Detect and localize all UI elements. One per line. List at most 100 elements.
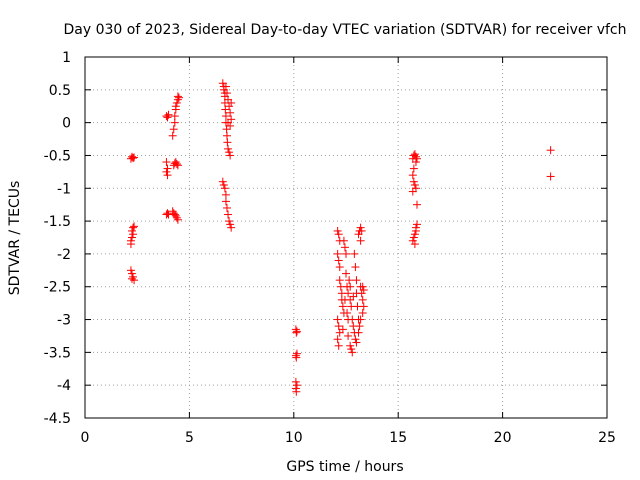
data-point <box>168 207 177 216</box>
data-point <box>356 223 365 232</box>
y-tick-label: 1 <box>62 50 71 66</box>
y-tick-labels: 1 0.5 0 -0.5 -1 -1.5 -2 -2.5 -3 -3.5 -4 -4.5 <box>44 50 71 427</box>
data-point <box>359 286 368 295</box>
y-tick-label: -1.5 <box>44 214 71 230</box>
data-point <box>127 152 136 161</box>
data-point <box>335 276 344 285</box>
data-point <box>127 274 136 283</box>
data-point <box>411 226 420 235</box>
data-point <box>221 105 230 114</box>
grid <box>85 57 607 418</box>
data-point <box>412 200 421 209</box>
y-tick-label: -3 <box>57 313 71 329</box>
y-tick-label: -4 <box>57 378 71 394</box>
data-point <box>356 315 365 324</box>
data-point <box>219 180 228 189</box>
data-point <box>225 217 234 226</box>
data-point <box>333 249 342 258</box>
data-point <box>227 223 236 232</box>
y-tick-label: 0 <box>62 116 71 132</box>
data-point <box>344 331 353 340</box>
data-point <box>222 89 231 98</box>
data-point <box>168 131 177 140</box>
axis-ticks <box>84 56 608 419</box>
data-point <box>292 381 301 390</box>
data-point <box>127 226 136 235</box>
x-tick-label: 15 <box>389 430 407 446</box>
y-tick-label: -2 <box>57 247 71 263</box>
data-point <box>408 236 417 245</box>
data-point <box>162 158 171 167</box>
data-point <box>129 154 138 163</box>
data-point <box>129 272 138 281</box>
data-point <box>340 243 349 252</box>
data-point <box>412 154 421 163</box>
x-tick-label: 20 <box>494 430 512 446</box>
data-point <box>174 93 183 102</box>
data-point <box>173 161 182 170</box>
y-axis-label: SDTVAR / TECUs <box>7 181 23 296</box>
data-point <box>342 249 350 258</box>
data-point <box>222 203 231 212</box>
data-point <box>333 335 342 344</box>
y-tick-label: -3.5 <box>44 345 71 361</box>
data-point <box>354 328 363 337</box>
data-point <box>172 213 181 222</box>
y-tick-label: -1 <box>57 181 71 197</box>
data-point <box>411 158 420 167</box>
x-axis-label: GPS time / hours <box>286 459 403 475</box>
data-point <box>218 177 227 186</box>
data-point <box>409 177 418 186</box>
data-point <box>343 308 352 317</box>
data-point <box>221 82 230 91</box>
data-point <box>126 240 135 249</box>
data-point <box>224 144 233 153</box>
data-point <box>351 263 360 272</box>
data-point <box>352 338 361 347</box>
data-point <box>226 121 235 130</box>
data-point <box>170 210 179 219</box>
data-point <box>338 325 347 334</box>
x-tick-label: 0 <box>81 430 90 446</box>
data-point <box>349 292 358 301</box>
data-point <box>351 335 360 344</box>
data-point <box>344 289 353 298</box>
data-point <box>546 172 555 181</box>
y-tick-label: 0.5 <box>49 83 71 99</box>
data-point <box>226 151 235 160</box>
data-point <box>221 197 230 206</box>
data-point <box>356 236 365 245</box>
data-point <box>340 295 349 304</box>
data-point <box>357 226 366 235</box>
data-point <box>355 322 364 331</box>
data-point <box>409 164 418 173</box>
data-point <box>226 108 235 117</box>
data-point <box>335 263 344 272</box>
data-point <box>130 276 139 285</box>
x-tick-labels: 0 5 10 15 20 25 <box>81 430 616 446</box>
data-point <box>292 353 301 362</box>
data-point <box>169 125 178 134</box>
data-point <box>171 102 180 111</box>
data-point <box>223 138 232 147</box>
data-point <box>173 215 182 224</box>
data-point <box>126 266 135 275</box>
y-tick-label: -2.5 <box>44 280 71 296</box>
data-point <box>334 230 343 239</box>
data-point <box>173 92 182 101</box>
data-point <box>334 322 343 331</box>
chart-title: Day 030 of 2023, Sidereal Day-to-day VTE… <box>63 22 626 38</box>
data-point <box>410 180 419 189</box>
data-point <box>226 220 235 229</box>
x-tick-label: 5 <box>185 430 194 446</box>
data-point <box>224 118 233 127</box>
data-point <box>347 345 356 354</box>
data-point <box>163 171 172 180</box>
data-point <box>292 387 301 396</box>
data-point <box>410 230 419 239</box>
data-point <box>333 315 342 324</box>
data-point <box>162 167 171 176</box>
data-points <box>126 79 555 396</box>
data-point <box>350 249 359 258</box>
data-point <box>292 328 301 337</box>
